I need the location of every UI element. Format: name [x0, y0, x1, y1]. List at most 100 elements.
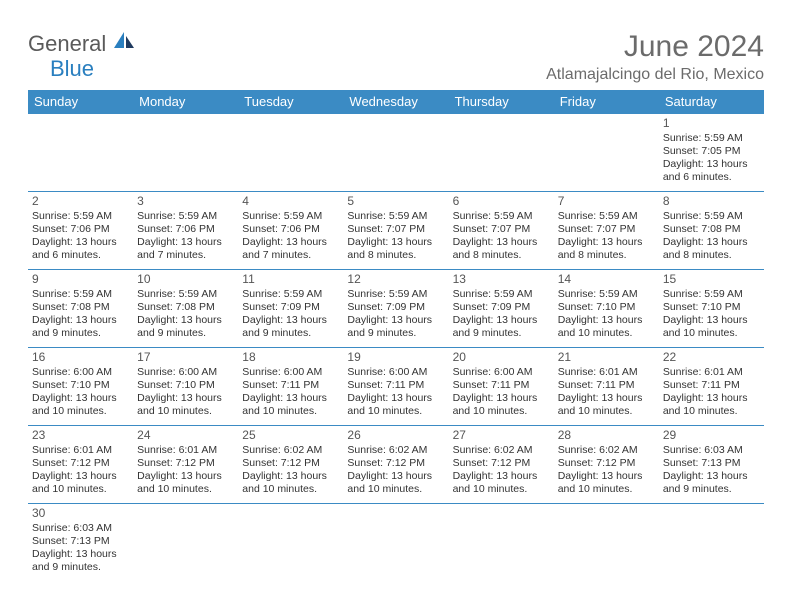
calendar-day-cell: 3Sunrise: 5:59 AMSunset: 7:06 PMDaylight… [133, 192, 238, 270]
calendar-week-row: 9Sunrise: 5:59 AMSunset: 7:08 PMDaylight… [28, 270, 764, 348]
calendar-day-cell: 11Sunrise: 5:59 AMSunset: 7:09 PMDayligh… [238, 270, 343, 348]
day-info: Sunrise: 6:03 AMSunset: 7:13 PMDaylight:… [32, 522, 129, 575]
day-number: 28 [558, 428, 655, 443]
day-number: 10 [137, 272, 234, 287]
calendar-day-cell: 19Sunrise: 6:00 AMSunset: 7:11 PMDayligh… [343, 348, 448, 426]
day-info: Sunrise: 6:01 AMSunset: 7:11 PMDaylight:… [558, 366, 655, 419]
calendar-day-cell: 9Sunrise: 5:59 AMSunset: 7:08 PMDaylight… [28, 270, 133, 348]
day-info: Sunrise: 6:02 AMSunset: 7:12 PMDaylight:… [242, 444, 339, 497]
day-info: Sunrise: 5:59 AMSunset: 7:09 PMDaylight:… [347, 288, 444, 341]
logo-sail-icon [112, 30, 138, 55]
day-number: 13 [453, 272, 550, 287]
calendar-day-cell: 6Sunrise: 5:59 AMSunset: 7:07 PMDaylight… [449, 192, 554, 270]
calendar-empty-cell [133, 504, 238, 582]
calendar-day-cell: 4Sunrise: 5:59 AMSunset: 7:06 PMDaylight… [238, 192, 343, 270]
calendar-day-cell: 7Sunrise: 5:59 AMSunset: 7:07 PMDaylight… [554, 192, 659, 270]
day-info: Sunrise: 6:02 AMSunset: 7:12 PMDaylight:… [558, 444, 655, 497]
calendar-body: 1Sunrise: 5:59 AMSunset: 7:05 PMDaylight… [28, 114, 764, 582]
day-info: Sunrise: 6:03 AMSunset: 7:13 PMDaylight:… [663, 444, 760, 497]
calendar-week-row: 16Sunrise: 6:00 AMSunset: 7:10 PMDayligh… [28, 348, 764, 426]
day-info: Sunrise: 6:01 AMSunset: 7:12 PMDaylight:… [137, 444, 234, 497]
calendar-day-cell: 2Sunrise: 5:59 AMSunset: 7:06 PMDaylight… [28, 192, 133, 270]
day-number: 20 [453, 350, 550, 365]
day-info: Sunrise: 5:59 AMSunset: 7:09 PMDaylight:… [453, 288, 550, 341]
calendar-table: SundayMondayTuesdayWednesdayThursdayFrid… [28, 90, 764, 582]
calendar-day-cell: 13Sunrise: 5:59 AMSunset: 7:09 PMDayligh… [449, 270, 554, 348]
day-number: 15 [663, 272, 760, 287]
calendar-day-cell: 28Sunrise: 6:02 AMSunset: 7:12 PMDayligh… [554, 426, 659, 504]
day-info: Sunrise: 6:01 AMSunset: 7:11 PMDaylight:… [663, 366, 760, 419]
day-info: Sunrise: 6:00 AMSunset: 7:10 PMDaylight:… [32, 366, 129, 419]
calendar-empty-cell [28, 114, 133, 192]
calendar-day-cell: 18Sunrise: 6:00 AMSunset: 7:11 PMDayligh… [238, 348, 343, 426]
calendar-day-cell: 21Sunrise: 6:01 AMSunset: 7:11 PMDayligh… [554, 348, 659, 426]
day-of-week-header: Friday [554, 90, 659, 114]
calendar-day-cell: 12Sunrise: 5:59 AMSunset: 7:09 PMDayligh… [343, 270, 448, 348]
day-number: 8 [663, 194, 760, 209]
day-number: 5 [347, 194, 444, 209]
calendar-day-cell: 5Sunrise: 5:59 AMSunset: 7:07 PMDaylight… [343, 192, 448, 270]
day-number: 19 [347, 350, 444, 365]
calendar-week-row: 2Sunrise: 5:59 AMSunset: 7:06 PMDaylight… [28, 192, 764, 270]
day-info: Sunrise: 5:59 AMSunset: 7:06 PMDaylight:… [242, 210, 339, 263]
day-number: 26 [347, 428, 444, 443]
day-number: 16 [32, 350, 129, 365]
day-of-week-header: Sunday [28, 90, 133, 114]
title-block: June 2024 Atlamajalcingo del Rio, Mexico [546, 30, 764, 84]
day-number: 27 [453, 428, 550, 443]
calendar-day-cell: 25Sunrise: 6:02 AMSunset: 7:12 PMDayligh… [238, 426, 343, 504]
day-info: Sunrise: 5:59 AMSunset: 7:08 PMDaylight:… [137, 288, 234, 341]
logo-text-blue: Blue [50, 56, 94, 81]
day-number: 25 [242, 428, 339, 443]
calendar-day-cell: 10Sunrise: 5:59 AMSunset: 7:08 PMDayligh… [133, 270, 238, 348]
day-number: 7 [558, 194, 655, 209]
day-number: 22 [663, 350, 760, 365]
calendar-empty-cell [238, 114, 343, 192]
calendar-day-cell: 15Sunrise: 5:59 AMSunset: 7:10 PMDayligh… [659, 270, 764, 348]
day-info: Sunrise: 6:00 AMSunset: 7:11 PMDaylight:… [453, 366, 550, 419]
day-info: Sunrise: 6:00 AMSunset: 7:10 PMDaylight:… [137, 366, 234, 419]
day-of-week-row: SundayMondayTuesdayWednesdayThursdayFrid… [28, 90, 764, 114]
day-of-week-header: Wednesday [343, 90, 448, 114]
day-info: Sunrise: 5:59 AMSunset: 7:07 PMDaylight:… [347, 210, 444, 263]
month-title: June 2024 [546, 30, 764, 64]
logo-text-general: General [28, 31, 106, 57]
day-of-week-header: Tuesday [238, 90, 343, 114]
day-number: 24 [137, 428, 234, 443]
day-number: 4 [242, 194, 339, 209]
calendar-day-cell: 30Sunrise: 6:03 AMSunset: 7:13 PMDayligh… [28, 504, 133, 582]
day-info: Sunrise: 5:59 AMSunset: 7:06 PMDaylight:… [32, 210, 129, 263]
calendar-empty-cell [449, 114, 554, 192]
calendar-week-row: 30Sunrise: 6:03 AMSunset: 7:13 PMDayligh… [28, 504, 764, 582]
calendar-empty-cell [554, 504, 659, 582]
day-info: Sunrise: 6:00 AMSunset: 7:11 PMDaylight:… [347, 366, 444, 419]
day-info: Sunrise: 5:59 AMSunset: 7:08 PMDaylight:… [32, 288, 129, 341]
calendar-day-cell: 23Sunrise: 6:01 AMSunset: 7:12 PMDayligh… [28, 426, 133, 504]
day-number: 23 [32, 428, 129, 443]
day-info: Sunrise: 5:59 AMSunset: 7:10 PMDaylight:… [663, 288, 760, 341]
header: General June 2024 Atlamajalcingo del Rio… [28, 30, 764, 84]
calendar-day-cell: 8Sunrise: 5:59 AMSunset: 7:08 PMDaylight… [659, 192, 764, 270]
calendar-empty-cell [343, 504, 448, 582]
calendar-empty-cell [449, 504, 554, 582]
day-number: 3 [137, 194, 234, 209]
calendar-day-cell: 17Sunrise: 6:00 AMSunset: 7:10 PMDayligh… [133, 348, 238, 426]
day-of-week-header: Thursday [449, 90, 554, 114]
logo-blue-text-wrap: Blue [52, 56, 94, 82]
day-info: Sunrise: 6:02 AMSunset: 7:12 PMDaylight:… [347, 444, 444, 497]
day-of-week-header: Saturday [659, 90, 764, 114]
day-info: Sunrise: 6:01 AMSunset: 7:12 PMDaylight:… [32, 444, 129, 497]
day-info: Sunrise: 5:59 AMSunset: 7:05 PMDaylight:… [663, 132, 760, 185]
day-of-week-header: Monday [133, 90, 238, 114]
day-number: 6 [453, 194, 550, 209]
page: General June 2024 Atlamajalcingo del Rio… [0, 0, 792, 602]
calendar-week-row: 1Sunrise: 5:59 AMSunset: 7:05 PMDaylight… [28, 114, 764, 192]
day-number: 18 [242, 350, 339, 365]
calendar-day-cell: 14Sunrise: 5:59 AMSunset: 7:10 PMDayligh… [554, 270, 659, 348]
calendar-empty-cell [343, 114, 448, 192]
day-number: 9 [32, 272, 129, 287]
day-info: Sunrise: 5:59 AMSunset: 7:09 PMDaylight:… [242, 288, 339, 341]
day-info: Sunrise: 6:00 AMSunset: 7:11 PMDaylight:… [242, 366, 339, 419]
day-number: 1 [663, 116, 760, 131]
calendar-day-cell: 29Sunrise: 6:03 AMSunset: 7:13 PMDayligh… [659, 426, 764, 504]
